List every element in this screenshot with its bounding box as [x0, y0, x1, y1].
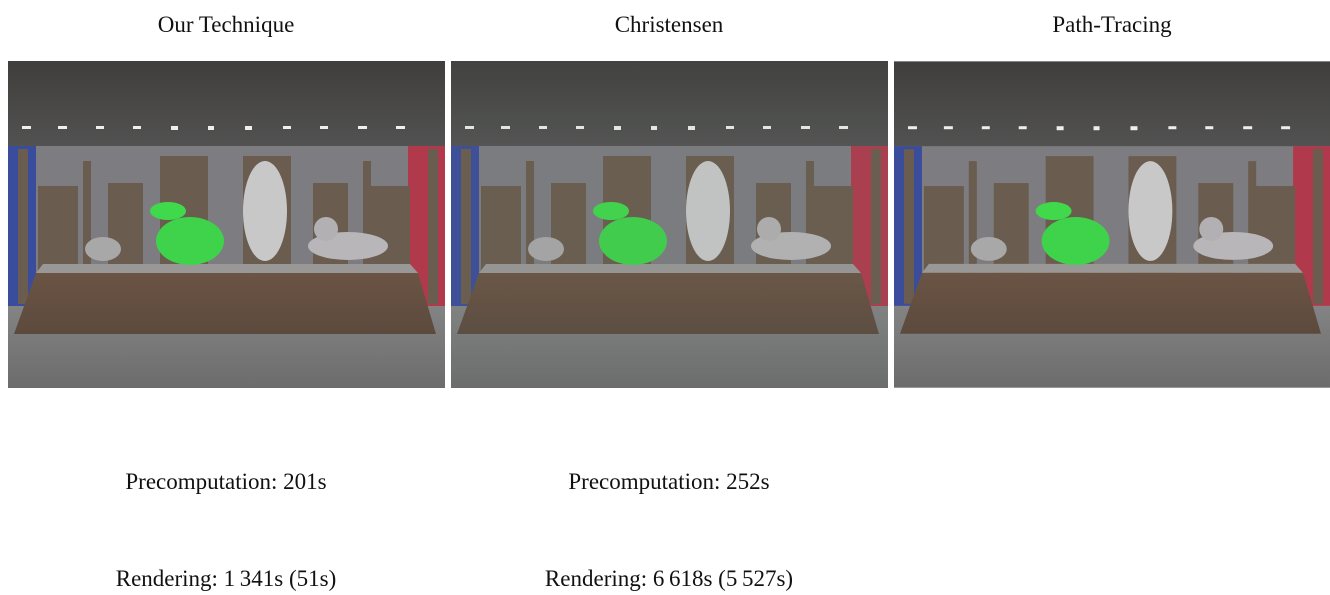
precomputation-time: Precomputation: 201s	[125, 469, 327, 494]
render-image	[451, 61, 888, 388]
render-image	[8, 61, 445, 388]
precomputation-time: Precomputation: 252s	[568, 469, 770, 494]
render-image	[894, 61, 1330, 388]
rendering-time: Rendering: 1 341s (51s)	[115, 566, 337, 591]
rendering-time: Rendering: 6 618s (5 527s)	[544, 566, 794, 591]
column-title: Path-Tracing	[1052, 12, 1172, 37]
column-title: Christensen	[614, 12, 724, 37]
column-title: Our Technique	[157, 12, 295, 37]
